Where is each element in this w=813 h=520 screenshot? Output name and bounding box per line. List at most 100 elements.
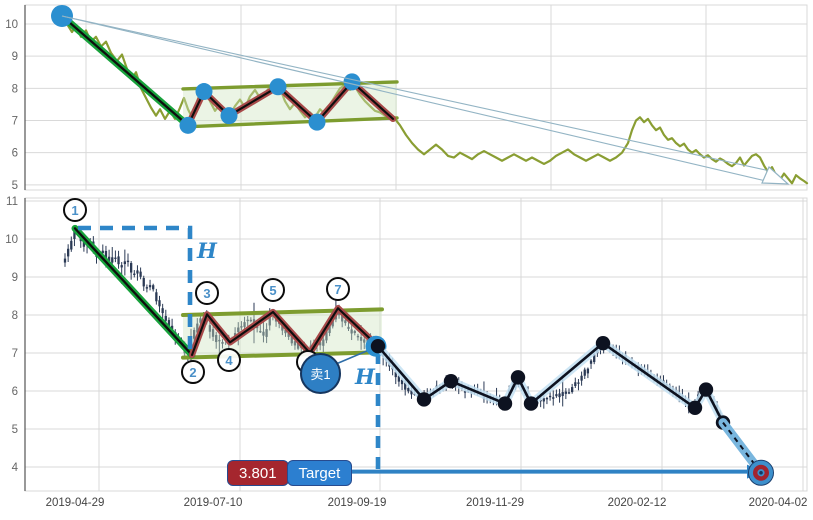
y-axis-tick-label: 10 <box>5 19 18 31</box>
candle-body <box>70 240 73 250</box>
wave-point-badge-4[interactable]: 4 <box>217 348 241 372</box>
plot-border <box>24 197 808 492</box>
candle-body <box>170 325 174 330</box>
candle-body <box>552 397 555 399</box>
height-measure-line-1 <box>78 225 193 350</box>
pivot-dot <box>443 373 459 389</box>
zigzag-wave-core <box>190 307 380 357</box>
candle-body <box>589 360 593 364</box>
candle-body <box>196 323 199 333</box>
sell-badge-pointer <box>335 349 370 365</box>
pivot-dot <box>370 339 386 354</box>
candle-body <box>359 337 363 341</box>
trend-arrow-line <box>61 15 767 182</box>
candle-body <box>290 335 293 344</box>
y-axis-tick-label: 5 <box>12 424 18 436</box>
y-axis-tick-label: 6 <box>12 148 18 160</box>
top-chart: 10 9 8 7 6 5 <box>5 4 809 192</box>
candle-body <box>287 331 290 337</box>
candle-body <box>104 250 108 261</box>
candle-body <box>586 368 590 374</box>
y-axis-tick-label: 10 <box>5 234 18 246</box>
candle-body <box>322 339 325 346</box>
wave-point-badge-5[interactable]: 5 <box>261 278 285 302</box>
pivot-dot <box>220 107 238 125</box>
candle-body <box>246 319 249 322</box>
candle-body <box>353 331 356 334</box>
candle-body <box>404 382 407 390</box>
channel-lower-line <box>181 116 399 129</box>
candle-body <box>139 271 142 277</box>
pivot-line <box>377 341 725 424</box>
y-axis-tick-label: 9 <box>12 51 18 63</box>
pivot-dot <box>595 335 611 351</box>
candle-body <box>155 292 158 302</box>
pivot-dot <box>343 73 361 91</box>
candle-body <box>265 329 268 337</box>
pivot-dot <box>179 116 197 134</box>
wave-point-badge-7[interactable]: 7 <box>326 277 350 301</box>
channel-lower-line <box>181 350 384 360</box>
candle-body <box>117 256 120 265</box>
y-axis-tick-label: 5 <box>12 180 18 192</box>
y-axis-tick-label: 7 <box>12 116 18 128</box>
candle-body <box>545 397 549 400</box>
candle-body <box>208 325 212 332</box>
wave-point-badge-2[interactable]: 2 <box>181 360 205 384</box>
pivot-dot <box>269 78 287 96</box>
plot-border <box>24 4 808 191</box>
candle-body <box>107 256 111 262</box>
candle-body <box>262 331 265 336</box>
target-price-badge[interactable]: 3.801 <box>227 460 289 486</box>
candle-body <box>400 379 404 385</box>
pivot-dot <box>51 4 73 27</box>
pivot-dot <box>698 382 714 397</box>
candle-body <box>580 375 583 381</box>
y-axis-tick-label: 11 <box>6 196 18 208</box>
candle-body <box>341 314 344 322</box>
candle-body <box>410 390 413 395</box>
candle-body <box>152 285 155 290</box>
candle-body <box>328 325 331 333</box>
candle-body <box>567 392 571 394</box>
candle-body <box>356 335 360 338</box>
candle-body <box>363 339 366 343</box>
pivot-dot <box>416 392 432 407</box>
candle-body <box>407 388 410 392</box>
wave-point-badge-1[interactable]: 1 <box>63 198 87 222</box>
target-label-group[interactable]: 3.801 Target <box>227 460 353 486</box>
candle-body <box>325 330 328 341</box>
x-axis-date-label: 2019-11-29 <box>466 497 524 509</box>
candle-body <box>284 330 287 334</box>
target-text-badge[interactable]: Target <box>286 460 353 486</box>
target-marker-center <box>759 470 763 475</box>
candle-body <box>240 326 243 328</box>
bottom-chart: 11 10 9 8 7 6 5 4 2019-04-29 2019-07-10 2019-09-19… <box>5 196 808 509</box>
candle-body <box>564 391 567 394</box>
candle-body <box>133 273 136 275</box>
candle-body <box>199 318 202 323</box>
pivot-dot <box>523 396 539 411</box>
candle-body <box>167 320 171 327</box>
candle-body <box>130 263 133 273</box>
candle-body <box>571 387 574 393</box>
candle-body <box>145 287 149 289</box>
candle-body <box>67 248 70 257</box>
wave-point-badge-3[interactable]: 3 <box>195 281 219 305</box>
candle-body <box>136 270 139 274</box>
x-axis-date-label: 2020-02-12 <box>608 497 667 509</box>
candle-body <box>126 260 130 263</box>
sell-signal-badge[interactable]: 卖1 <box>300 353 341 394</box>
candle-body <box>319 342 322 346</box>
candle-body <box>331 319 334 327</box>
pivot-line-glow <box>374 339 727 425</box>
trend-arrowhead <box>761 166 790 185</box>
candle-body <box>281 325 284 331</box>
candle-body <box>593 354 596 363</box>
candle-body <box>120 265 123 268</box>
pivot-dot <box>195 83 213 101</box>
impulse-leg-core <box>60 14 190 127</box>
